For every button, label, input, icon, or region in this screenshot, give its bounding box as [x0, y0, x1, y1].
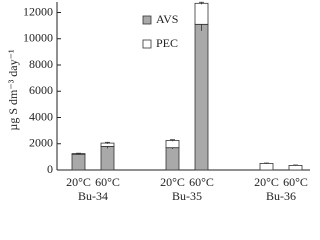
legend-swatch	[142, 39, 152, 49]
y-tick-label: 8000	[29, 57, 53, 71]
y-tick-label: 0	[47, 162, 53, 176]
bar-segment	[259, 163, 274, 171]
legend-label: PEC	[156, 36, 178, 50]
y-tick-label: 6000	[29, 83, 53, 97]
x-tick-label: 20°C	[66, 175, 91, 189]
bar-segment	[194, 23, 209, 171]
group-label: Bu-36	[266, 189, 296, 203]
x-tick-label: 20°C	[160, 175, 185, 189]
bar-segment	[165, 140, 180, 149]
y-axis-label: µg S dm⁻³ day⁻¹	[6, 49, 20, 131]
x-tick-label: 60°C	[189, 175, 214, 189]
y-tick-label: 10000	[23, 31, 53, 45]
x-tick-label: 60°C	[95, 175, 120, 189]
bar-segment	[194, 2, 209, 25]
bar-segment	[71, 153, 86, 171]
x-tick-label: 60°C	[283, 175, 308, 189]
y-tick-label: 4000	[29, 109, 53, 123]
x-tick-label: 20°C	[254, 175, 279, 189]
legend-swatch	[142, 15, 152, 25]
legend-label: AVS	[156, 12, 178, 26]
bar-segment	[288, 165, 303, 171]
group-label: Bu-35	[172, 189, 202, 203]
chart: µg S dm⁻³ day⁻¹ 0 2000 4000 6000 8000 10000 12…	[6, 1, 310, 203]
bar-segment	[100, 145, 115, 171]
bar-segment	[165, 147, 180, 171]
y-tick-label: 2000	[29, 136, 53, 150]
y-tick-label: 12000	[23, 4, 53, 18]
group-label: Bu-34	[78, 189, 108, 203]
